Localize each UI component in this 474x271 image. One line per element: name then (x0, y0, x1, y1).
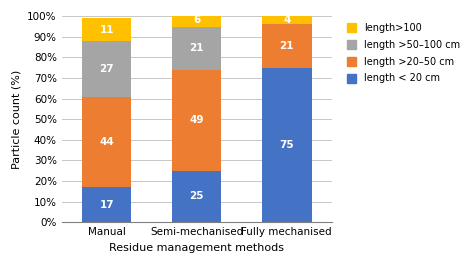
Text: 25: 25 (190, 192, 204, 201)
Y-axis label: Particle count (%): Particle count (%) (12, 70, 22, 169)
Text: 75: 75 (280, 140, 294, 150)
Bar (172, 27, 221, 70)
Bar (82, 96, 131, 187)
Bar (82, 187, 131, 222)
Text: 17: 17 (100, 200, 114, 210)
Bar (172, 14, 221, 27)
Bar (172, 171, 221, 222)
Text: 11: 11 (100, 25, 114, 35)
Text: 21: 21 (280, 41, 294, 51)
Bar (262, 68, 311, 222)
Legend: length>100, length >50–100 cm, length >20–50 cm, length < 20 cm: length>100, length >50–100 cm, length >2… (345, 21, 462, 85)
Text: 4: 4 (283, 15, 291, 25)
Bar (172, 70, 221, 171)
X-axis label: Residue management methods: Residue management methods (109, 243, 284, 253)
Text: 27: 27 (100, 64, 114, 74)
Text: 6: 6 (193, 15, 201, 25)
Bar (262, 24, 311, 68)
Text: 44: 44 (99, 137, 114, 147)
Text: 49: 49 (190, 115, 204, 125)
Bar (82, 41, 131, 96)
Bar (82, 18, 131, 41)
Bar (262, 16, 311, 24)
Text: 21: 21 (190, 43, 204, 53)
